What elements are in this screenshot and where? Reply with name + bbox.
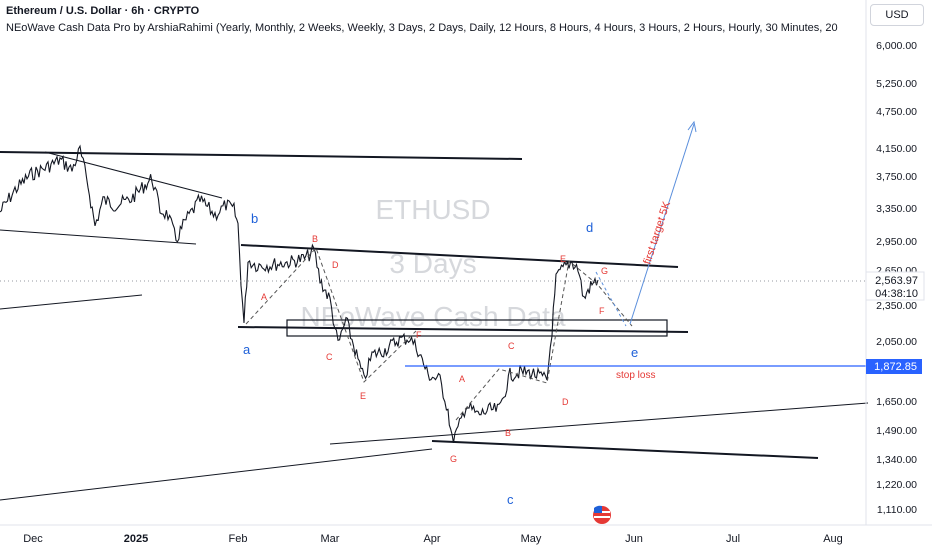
rising-trendline: [329, 402, 869, 445]
subwave-label-G1: G: [450, 454, 457, 464]
price-tick-label: 2,950.00: [876, 236, 917, 248]
symbol-title: Ethereum / U.S. Dollar · 6h · CRYPTO: [6, 5, 200, 17]
price-axis[interactable]: 6,000.00 5,250.00 4,750.00 4,150.00 3,750.00…: [876, 40, 917, 516]
price-tick-label: 2,350.00: [876, 300, 917, 312]
subwave-label-G2: G: [601, 266, 608, 276]
time-tick-label: Apr: [423, 533, 440, 545]
time-tick-label: 2025: [124, 533, 148, 545]
wave-label-d: d: [586, 220, 593, 235]
channel-lower-line: [237, 326, 689, 333]
subwave-label-A2: A: [459, 374, 465, 384]
price-tick-label: 5,250.00: [876, 78, 917, 90]
price-tick-label: 1,220.00: [876, 479, 917, 491]
time-tick-label: Dec: [23, 533, 43, 545]
time-tick-label: Feb: [229, 533, 248, 545]
wave-label-c: c: [507, 492, 514, 507]
wave-connector-left: [245, 247, 417, 383]
price-tick-label: 3,750.00: [876, 171, 917, 183]
watermark-symbol: ETHUSD: [375, 194, 490, 225]
price-tick-label: 4,750.00: [876, 106, 917, 118]
subwave-label-D2: D: [562, 397, 569, 407]
subwave-label-F1: F: [416, 330, 422, 340]
wave-connector-right: [455, 260, 633, 421]
support-zone-box: [286, 319, 668, 337]
triangle-lower-line: [0, 229, 197, 245]
currency-button[interactable]: USD: [870, 4, 924, 26]
price-tick-label: 1,650.00: [876, 396, 917, 408]
time-tick-label: Jul: [726, 533, 740, 545]
wave-label-b: b: [251, 211, 258, 226]
time-tick-label: Mar: [321, 533, 340, 545]
channel-upper-line: [240, 244, 679, 268]
subwave-label-C2: C: [508, 341, 515, 351]
wave-labels-red: B D A C E F A C B D E G F G: [261, 234, 608, 464]
upper-resistance-line: [0, 151, 523, 160]
support-lower-line: [431, 440, 819, 459]
us-flag-icon[interactable]: [593, 505, 611, 524]
trendlines: [0, 151, 869, 501]
time-axis[interactable]: Dec 2025 Feb Mar Apr May Jun Jul Aug: [23, 533, 843, 545]
first-target-label: first target 5K: [641, 199, 673, 266]
subwave-label-B1: B: [312, 234, 318, 244]
time-tick-label: Jun: [625, 533, 643, 545]
chart-watermark: ETHUSD 3 Days NEoWave Cash Data: [300, 194, 565, 332]
subwave-label-C1: C: [326, 352, 333, 362]
subwave-label-A1: A: [261, 292, 267, 302]
wave-connectors: [245, 247, 633, 421]
stop-loss-label: stop loss: [616, 370, 655, 381]
subwave-label-F2: F: [599, 306, 605, 316]
time-tick-label: May: [521, 533, 542, 545]
price-tick-label: 1,340.00: [876, 454, 917, 466]
subwave-label-E2: E: [560, 254, 566, 264]
price-tick-label: 1,490.00: [876, 425, 917, 437]
price-tick-label: 3,350.00: [876, 203, 917, 215]
price-tick-label: 4,150.00: [876, 143, 917, 155]
target-arrow-line: [629, 123, 695, 325]
stop-loss-price-badge: [866, 359, 922, 374]
wave-label-a: a: [243, 342, 251, 357]
projection-down-line: [595, 271, 627, 327]
price-tick-label: 6,000.00: [876, 40, 917, 52]
bar-countdown: 04:38:10: [875, 288, 918, 300]
wave-labels-blue: b a d e c: [243, 211, 638, 507]
long-support-line: [0, 448, 433, 501]
price-tick-label: 2,050.00: [876, 336, 917, 348]
target-arrowhead: [687, 120, 697, 133]
price-tick-label: 1,110.00: [877, 504, 917, 516]
left-trendline: [0, 294, 143, 310]
subwave-label-E1: E: [360, 391, 366, 401]
watermark-indicator: NEoWave Cash Data: [300, 301, 565, 332]
subwave-label-D1: D: [332, 260, 339, 270]
triangle-upper-line: [44, 151, 223, 199]
wave-label-e: e: [631, 345, 638, 360]
time-tick-label: Aug: [823, 533, 843, 545]
stop-loss-price-value: 1,872.85: [874, 361, 917, 373]
subwave-label-B2: B: [505, 428, 511, 438]
current-price-value: 2,563.97: [875, 275, 918, 287]
indicator-legend[interactable]: NEoWave Cash Data Pro by ArshiaRahimi (Y…: [6, 22, 838, 34]
current-price-badge: [865, 271, 925, 301]
price-series-line: [0, 144, 599, 443]
